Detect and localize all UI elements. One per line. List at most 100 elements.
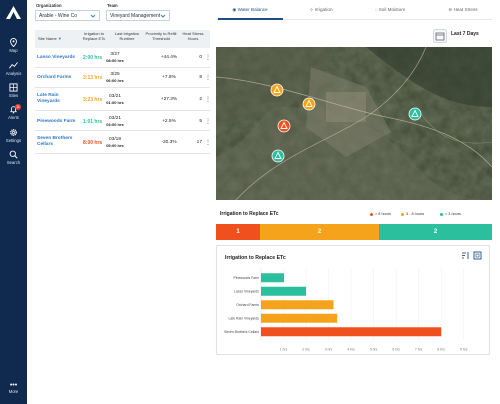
sprinkler-icon: ⊹: [309, 7, 314, 12]
table-row[interactable]: Orchard Farms 3:13 hrs 3/25 06:00 hrs +7.…: [35, 69, 211, 88]
row-menu-icon[interactable]: ⋮: [205, 75, 211, 81]
map-marker-orange[interactable]: [302, 97, 316, 111]
site-name-link[interactable]: Pinewoods Farm: [37, 119, 76, 124]
sidebar-item-sites[interactable]: Sites: [0, 81, 27, 101]
satellite-imagery: [216, 47, 492, 200]
last-irrigation: 3/27 08:00 hrs: [100, 52, 130, 63]
x-tick-label: 6 hrs: [392, 348, 400, 352]
last-irrigation-time: 06:00 hrs: [106, 77, 124, 83]
x-tick-label: 1 hrs: [280, 348, 288, 352]
sidebar-item-label: More: [8, 389, 19, 394]
column-header-proximity[interactable]: Proximity to Refill Threshold: [145, 31, 177, 41]
expand-icon[interactable]: [473, 251, 482, 260]
tab-label: Soil Moisture: [378, 7, 406, 12]
tab-label: Heat Stress: [453, 7, 478, 12]
last-irrigation: 03/18 05:00 hrs: [100, 137, 130, 148]
tab-heat-stress[interactable]: ⊖ Heat Stress: [438, 7, 488, 17]
irrigation-hours: 3:23 hrs: [83, 97, 103, 103]
tab-label: Water Balance: [237, 7, 268, 12]
satellite-map[interactable]: [216, 47, 492, 200]
map-marker-orange[interactable]: [270, 83, 284, 97]
date-range-button[interactable]: Last 7 Days: [451, 31, 479, 37]
segment-over-8[interactable]: 1: [216, 224, 260, 240]
last-irrigation-time: 08:00 hrs: [106, 57, 124, 63]
sidebar-item-map[interactable]: Map: [0, 36, 27, 56]
legend-swatch: [370, 212, 373, 216]
legend-swatch: [440, 212, 443, 216]
sort-down-icon: ▼: [57, 36, 62, 41]
site-name-link[interactable]: Orchard Farms: [37, 75, 72, 80]
tab-label: Irrigation: [314, 7, 333, 12]
legend-under-3: < 3 hours: [440, 212, 461, 216]
bar: [261, 273, 284, 283]
heat-stress-value: 8: [199, 75, 202, 80]
search-icon: [9, 150, 18, 159]
analysis-icon: [9, 62, 18, 69]
heat-stress-value: 2: [199, 97, 202, 102]
legend-label: > 8 hours: [375, 212, 391, 216]
bell-icon: [10, 106, 17, 114]
last-irrigation-date: 3/27: [110, 52, 120, 57]
irrigation-summary-title: Irrigation to Replace ETc: [220, 211, 279, 217]
last-irrigation-date: 03/21: [108, 94, 121, 99]
last-irrigation-date: 03/18: [108, 137, 121, 142]
team-select[interactable]: Vineyard Management: [106, 10, 170, 21]
table-row[interactable]: Seven Brothers Cellars 8:00 hrs 03/18 05:…: [35, 132, 211, 154]
column-header-label: Site Name: [38, 36, 57, 41]
site-name-link[interactable]: Late Rain Vineyards: [37, 93, 60, 104]
tab-water-balance[interactable]: ◉ Water Balance: [225, 7, 275, 17]
map-marker-green[interactable]: [271, 149, 285, 163]
row-menu-icon[interactable]: ⋮: [205, 119, 211, 125]
sidebar-item-more[interactable]: ••• More: [0, 381, 27, 401]
map-marker-green[interactable]: [408, 107, 422, 121]
arable-logo-icon[interactable]: [6, 6, 21, 19]
site-name-link[interactable]: Seven Brothers Cellars: [37, 136, 73, 147]
sidebar-item-settings[interactable]: Settings: [0, 126, 27, 146]
last-irrigation: 03/21 01:00 hrs: [100, 94, 130, 105]
tab-irrigation[interactable]: ⊹ Irrigation: [296, 7, 346, 17]
table-header: Site Name ▼ Irrigation to Replace ETc La…: [35, 30, 210, 48]
water-drop-icon: ◉: [232, 7, 237, 12]
more-dots-icon: •••: [9, 382, 18, 389]
organization-label: Organization: [36, 3, 62, 8]
legend-label: 3 - 8 hours: [406, 212, 425, 216]
site-name-link[interactable]: Lasso Vineyards: [37, 55, 76, 60]
x-tick-label: 4 hrs: [347, 348, 355, 352]
table-row[interactable]: Late Rain Vineyards 3:23 hrs 03/21 01:00 …: [35, 89, 211, 111]
x-tick-label: 7 hrs: [415, 348, 423, 352]
x-tick-label: 9 hrs: [460, 348, 468, 352]
row-menu-icon[interactable]: ⋮: [205, 97, 211, 103]
team-label: Team: [107, 3, 118, 8]
column-header-irrigation[interactable]: Irrigation to Replace ETc: [82, 31, 106, 41]
soil-icon: ◌: [374, 7, 378, 12]
segment-under-3[interactable]: 2: [379, 224, 492, 240]
proximity-value: +27.3%: [160, 97, 178, 102]
gear-icon: [10, 129, 17, 136]
column-header-heat-stress[interactable]: Heat Stress Hours: [182, 31, 204, 41]
sidebar-item-analysis[interactable]: Analysis: [0, 59, 27, 79]
sites-icon: [9, 83, 18, 92]
map-marker-red[interactable]: [277, 119, 291, 133]
last-irrigation-date: 3/25: [110, 72, 120, 77]
proximity-value: +7.8%: [162, 75, 176, 80]
row-menu-icon[interactable]: ⋮: [205, 140, 211, 146]
table-row[interactable]: Lasso Vineyards 2:00 hrs 3/27 08:00 hrs +…: [35, 49, 211, 68]
sidebar-item-label: Alerts: [8, 115, 19, 120]
organization-select[interactable]: Arable - Wine Co: [35, 10, 100, 21]
heat-stress-value: 0: [199, 55, 202, 60]
organization-value: Arable - Wine Co: [39, 13, 78, 19]
sort-icon[interactable]: [461, 251, 470, 260]
calendar-button[interactable]: [433, 29, 447, 43]
sidebar-item-alerts[interactable]: 11 Alerts: [0, 103, 27, 123]
row-menu-icon[interactable]: ⋮: [205, 55, 211, 61]
sidebar-item-label: Analysis: [5, 71, 22, 76]
tab-soil-moisture[interactable]: ◌ Soil Moisture: [365, 7, 415, 17]
y-category-label: Pinewoods Farm: [234, 276, 260, 280]
segment-3-8[interactable]: 2: [260, 224, 379, 240]
column-header-last-irrigation[interactable]: Last Irrigation Runtime: [114, 31, 140, 41]
legend-label: < 3 hours: [445, 212, 461, 216]
column-header-site-name[interactable]: Site Name ▼: [38, 36, 78, 42]
irrigation-hours: 2:00 hrs: [83, 55, 103, 61]
sidebar-item-search[interactable]: Search: [0, 148, 27, 168]
table-row[interactable]: Pinewoods Farm 1:01 hrs 03/21 03:00 hrs +…: [35, 112, 211, 131]
